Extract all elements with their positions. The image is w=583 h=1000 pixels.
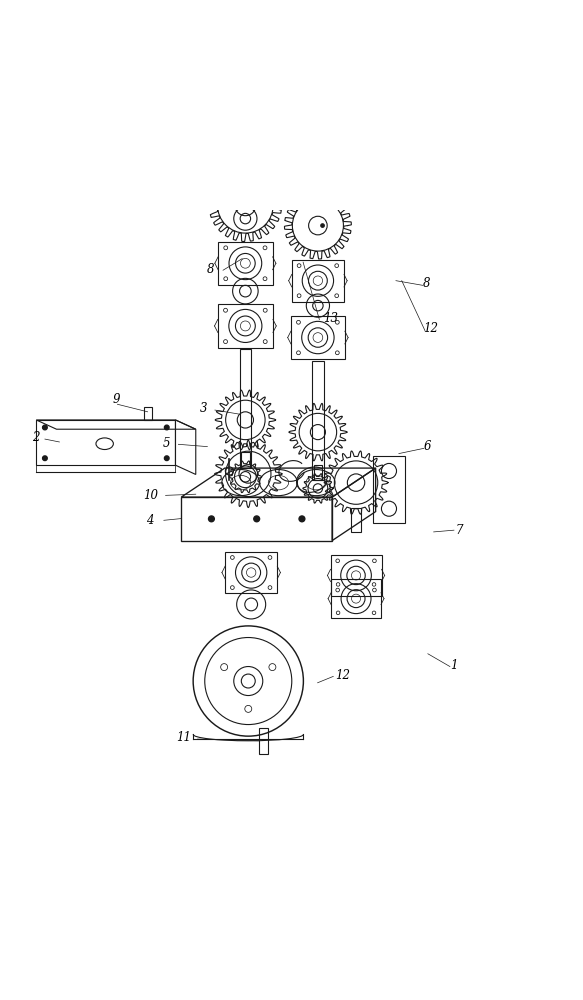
Bar xyxy=(259,728,268,754)
Text: 12: 12 xyxy=(423,322,438,335)
Text: 9: 9 xyxy=(113,393,120,406)
Text: 12: 12 xyxy=(335,669,350,682)
Circle shape xyxy=(254,516,259,522)
Text: 7: 7 xyxy=(456,524,463,537)
Text: 10: 10 xyxy=(143,489,159,502)
Circle shape xyxy=(249,203,252,207)
Text: 2: 2 xyxy=(33,431,40,444)
Text: 1: 1 xyxy=(450,659,458,672)
Circle shape xyxy=(43,456,47,461)
Text: 8: 8 xyxy=(423,277,430,290)
Circle shape xyxy=(164,425,169,430)
Text: 6: 6 xyxy=(424,440,431,453)
Circle shape xyxy=(43,425,47,430)
Text: 4: 4 xyxy=(146,514,153,527)
Circle shape xyxy=(299,516,305,522)
Text: 13: 13 xyxy=(323,312,338,325)
Circle shape xyxy=(321,224,324,227)
Text: 5: 5 xyxy=(163,437,170,450)
Text: 11: 11 xyxy=(177,731,192,744)
Text: 8: 8 xyxy=(206,263,214,276)
Circle shape xyxy=(209,516,215,522)
Text: 3: 3 xyxy=(199,402,207,415)
Circle shape xyxy=(164,456,169,461)
